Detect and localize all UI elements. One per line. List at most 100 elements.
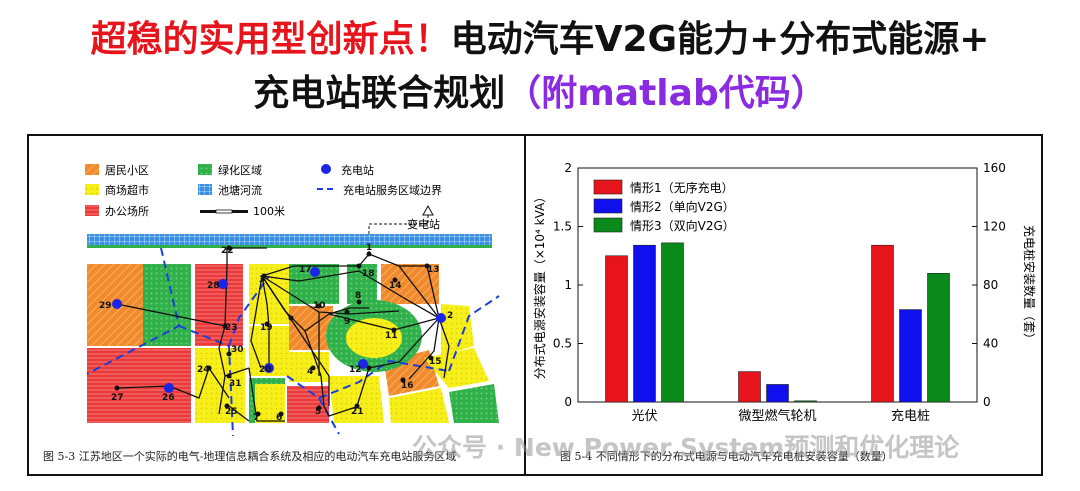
y-tick-label: 0	[564, 395, 572, 409]
x-tick-label: 光伏	[631, 409, 657, 424]
bar-chart: 0 0.5 1 1.5 2 0 40 80 120 160 光伏 微型燃气轮机 充电桩 情形1（无序充电…	[532, 161, 1037, 424]
x-tick-label: 微型燃气轮机	[738, 408, 816, 424]
node-label: 16	[401, 381, 414, 391]
node-label: 22	[221, 246, 234, 256]
map-svg: 居民小区 绿化区域 充电站 商场超市 池塘河流 充电站服务区域边界 办公场所 1…	[85, 163, 500, 437]
bar	[766, 384, 789, 403]
legend-office: 办公场所	[105, 204, 149, 218]
y-axis-label: 分布式电源安装容量（×10⁴ kVA）	[532, 191, 547, 380]
station-icon	[358, 359, 368, 369]
node-label: 19	[260, 323, 273, 333]
charging-stations	[112, 267, 446, 393]
chart-axes: 0 0.5 1 1.5 2 0 40 80 120 160 光伏 微型燃气轮机 充电桩	[553, 161, 1006, 424]
node-label: 13	[427, 265, 440, 275]
node-label: 20	[259, 365, 272, 375]
headline-code-note: （附matlab代码）	[505, 73, 827, 114]
legend-residential: 居民小区	[105, 164, 149, 177]
substation-icon	[422, 204, 434, 216]
legend-label: 情形3（双向V2G）	[630, 218, 735, 233]
node-label: 25	[225, 407, 238, 417]
y-right-tick-label: 120	[983, 220, 1006, 234]
node-label: 21	[351, 407, 364, 417]
headline-line1: 超稳的实用型创新点！电动汽车V2G能力+分布式能源+	[0, 18, 1080, 62]
y-tick-label: 0.5	[553, 337, 572, 351]
bar	[794, 400, 817, 403]
y-right-tick-label: 40	[983, 337, 998, 351]
node-label: 26	[162, 393, 175, 403]
map-legend: 居民小区 绿化区域 充电站 商场超市 池塘河流 充电站服务区域边界 办公场所 1…	[85, 163, 442, 218]
scale-bar	[200, 209, 248, 214]
legend-swatch-pond	[198, 184, 212, 195]
node-label: 17	[299, 265, 312, 275]
station-icon	[436, 313, 446, 323]
headline-highlight: 超稳的实用型创新点！	[90, 19, 451, 60]
service-boundaries	[86, 247, 500, 437]
headline-line2: 充电站联合规划（附matlab代码）	[0, 72, 1080, 116]
node-label: 7	[253, 413, 259, 423]
node-label: 10	[313, 301, 326, 311]
bar	[661, 242, 684, 403]
map-figure: 居民小区 绿化区域 充电站 商场超市 池塘河流 充电站服务区域边界 办公场所 1…	[27, 134, 526, 476]
legend-swatch-green	[198, 164, 212, 175]
legend-commercial: 商场超市	[105, 183, 149, 197]
station-icon	[264, 363, 274, 373]
legend-swatch-commercial	[85, 184, 99, 195]
y-axis-right-label: 充电桩安装数量（套）	[1022, 225, 1037, 345]
x-tick-label: 充电桩	[891, 408, 930, 424]
legend-swatch	[593, 179, 623, 195]
y-right-tick-label: 80	[983, 278, 998, 292]
station-icon	[164, 383, 174, 393]
bar	[871, 244, 894, 403]
y-right-tick-label: 160	[983, 161, 1006, 175]
legend-label: 情形1（无序充电）	[630, 180, 734, 195]
legend-station-icon	[321, 164, 331, 174]
node-label: 9	[344, 317, 350, 327]
node-label: 14	[389, 281, 402, 291]
node-label: 8	[355, 291, 361, 301]
bar	[899, 309, 922, 403]
node-label: 3	[259, 275, 265, 285]
bar	[738, 371, 761, 403]
node-label: 4	[307, 367, 313, 377]
node-labels: 1 2 3 4 5 6 7 8 9 10 11 12 13 14 15 16 1…	[99, 243, 453, 423]
chart-caption: 图 5-4 不同情形下的分布式电源与电动汽车充电桩安装容量（数量）	[560, 450, 893, 463]
station-icon	[310, 267, 320, 277]
y-tick-label: 1	[564, 278, 572, 292]
legend-pond: 池塘河流	[218, 183, 262, 197]
legend-boundary: 充电站服务区域边界	[343, 183, 442, 197]
node-label: 23	[225, 323, 238, 333]
y-tick-label: 1.5	[553, 220, 572, 234]
bar	[605, 255, 628, 403]
watermark-text: 公众号 · New Power System预测和优化理论	[412, 433, 960, 462]
node-label: 6	[276, 413, 282, 423]
headline-topic: 电动汽车V2G能力+分布式能源+	[450, 19, 990, 60]
bar	[633, 244, 656, 403]
node-label: 28	[207, 281, 220, 291]
node-label: 1	[366, 243, 372, 253]
node-label: 24	[197, 365, 210, 375]
map-blocks	[87, 264, 499, 435]
node-label: 15	[429, 357, 442, 367]
bar	[927, 273, 950, 403]
node-label: 31	[229, 379, 242, 389]
node-label: 18	[362, 269, 375, 279]
legend-station: 充电站	[341, 163, 374, 177]
legend-swatch-office	[85, 205, 99, 216]
node-label: 30	[231, 345, 244, 355]
legend-scale: 100米	[253, 205, 285, 218]
node-label: 2	[447, 311, 453, 321]
node-label: 12	[349, 365, 362, 375]
y-tick-label: 2	[564, 161, 572, 175]
substation-label: 变电站	[407, 217, 440, 231]
map-caption: 图 5-3 江苏地区一个实际的电气-地理信息耦合系统及相应的电动汽车充电站服务区…	[43, 450, 457, 463]
node-label: 11	[385, 331, 398, 341]
legend-label: 情形2（单向V2G）	[630, 199, 735, 214]
station-icon	[112, 299, 122, 309]
legend-swatch-residential	[85, 164, 99, 175]
chart-figure: 0 0.5 1 1.5 2 0 40 80 120 160 光伏 微型燃气轮机 充电桩 情形1（无序充电…	[524, 134, 1043, 476]
node-label: 27	[111, 393, 124, 403]
node-label: 5	[315, 407, 321, 417]
node-label: 29	[99, 301, 112, 311]
y-right-tick-label: 0	[983, 395, 991, 409]
legend-swatch	[593, 198, 623, 214]
